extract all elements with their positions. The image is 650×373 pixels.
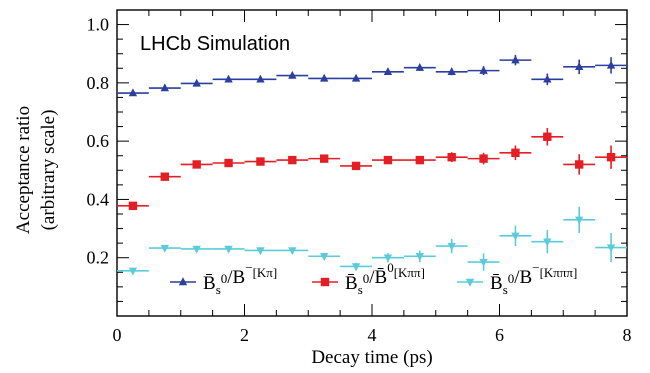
series-2 xyxy=(117,206,627,276)
x-axis-label: Decay time (ps) xyxy=(311,347,432,368)
series-1 xyxy=(117,128,627,211)
x-tick-label: 4 xyxy=(368,325,377,345)
legend-label-part: 0 xyxy=(363,271,370,286)
data-point xyxy=(383,67,393,75)
data-point xyxy=(319,73,329,82)
legend-item: B̄s0/B−[Kπππ] xyxy=(457,260,577,297)
y-tick-label: 1.0 xyxy=(87,15,110,35)
x-tick-label: 6 xyxy=(495,325,504,345)
data-point xyxy=(288,70,297,79)
data-point xyxy=(606,152,616,162)
legend-marker xyxy=(178,277,188,286)
data-point xyxy=(160,244,170,253)
data-point xyxy=(383,254,393,263)
data-point xyxy=(351,73,361,82)
legend-label-part: / xyxy=(369,267,375,288)
legend-label-part: [Kππ] xyxy=(394,265,425,280)
data-point xyxy=(160,83,170,92)
data-point xyxy=(224,245,233,254)
data-point xyxy=(224,158,233,168)
series-0 xyxy=(117,54,627,97)
x-tick-label: 0 xyxy=(113,325,122,345)
data-point xyxy=(415,63,425,71)
data-point xyxy=(606,60,616,69)
data-point xyxy=(256,157,265,166)
legend-label-part: B xyxy=(233,267,246,288)
data-point xyxy=(543,238,552,247)
data-point xyxy=(383,155,393,165)
y-tick-label: 0.2 xyxy=(87,248,110,268)
legend-label-part: / xyxy=(227,267,233,288)
legend-label-part: / xyxy=(514,267,520,288)
data-point xyxy=(479,65,488,74)
y-axis-sublabel: (arbitrary scale) xyxy=(38,110,59,231)
legend-label: B̄s0/B−[Kπ] xyxy=(203,260,277,297)
legend-label-part: − xyxy=(245,260,252,275)
x-tick-label: 8 xyxy=(623,325,632,345)
legend-label: B̄s0/B−[Kπππ] xyxy=(490,260,577,297)
y-tick-label: 0.6 xyxy=(87,131,110,151)
legend-label-part: − xyxy=(532,260,539,275)
x-tick-label: 2 xyxy=(240,325,249,345)
data-point xyxy=(511,148,520,157)
legend-label-part: 0 xyxy=(387,260,394,275)
data-point xyxy=(128,88,138,97)
data-point xyxy=(192,160,201,169)
y-tick-label: 0.8 xyxy=(87,73,110,93)
legend-label-part: B̄ xyxy=(490,273,503,294)
data-point xyxy=(192,245,201,254)
chart-annotation: LHCb Simulation xyxy=(140,33,290,55)
data-point xyxy=(256,247,265,256)
legend-label-part: B xyxy=(520,267,533,288)
data-point xyxy=(128,201,138,211)
legend-label-part: [Kπππ] xyxy=(540,265,578,280)
legend-item: B̄s0/B̄0[Kππ] xyxy=(312,260,425,297)
data-point xyxy=(511,232,520,241)
legend-label-part: s xyxy=(216,282,221,297)
data-point xyxy=(351,263,361,272)
legend-label-part: B̄ xyxy=(203,273,216,294)
data-point xyxy=(479,258,488,267)
legend-label-part: s xyxy=(503,282,508,297)
legend: B̄s0/B−[Kπ]B̄s0/B̄0[Kππ]B̄s0/B−[Kπππ] xyxy=(170,260,577,297)
data-point xyxy=(160,172,170,181)
data-point xyxy=(288,155,297,165)
legend-label-part: 0 xyxy=(221,271,228,286)
data-point xyxy=(319,253,329,261)
y-tick-label: 0.4 xyxy=(87,189,110,209)
data-point xyxy=(288,247,297,256)
y-axis-label: Acceptance ratio xyxy=(13,106,34,234)
legend-label-part: B̄ xyxy=(345,273,358,294)
data-point xyxy=(511,55,520,64)
data-point xyxy=(447,152,456,162)
data-point xyxy=(256,74,265,83)
legend-label: B̄s0/B̄0[Kππ] xyxy=(345,260,425,297)
data-point xyxy=(415,155,425,165)
data-point xyxy=(543,132,552,141)
data-point xyxy=(415,253,425,261)
legend-label-part: B̄ xyxy=(375,267,388,288)
data-point xyxy=(319,154,329,163)
data-point xyxy=(192,78,201,87)
data-point xyxy=(574,160,584,169)
data-point xyxy=(351,161,361,171)
legend-item: B̄s0/B−[Kπ] xyxy=(170,260,277,297)
data-point xyxy=(128,267,138,276)
data-point xyxy=(447,67,456,75)
legend-marker xyxy=(320,277,330,287)
legend-label-part: [Kπ] xyxy=(253,265,278,280)
data-point xyxy=(606,244,616,253)
data-point xyxy=(479,154,488,163)
legend-label-part: s xyxy=(358,282,363,297)
legend-marker xyxy=(465,278,475,287)
data-point xyxy=(224,74,233,83)
data-point xyxy=(574,62,584,71)
data-point xyxy=(574,216,584,225)
data-point xyxy=(543,74,552,83)
series-layer xyxy=(117,54,627,276)
data-point xyxy=(447,242,456,251)
axis-ticks: 0 2 4 6 8 0.2 0.4 0.6 0.8 1.0 xyxy=(87,9,632,345)
legend-label-part: 0 xyxy=(508,271,515,286)
